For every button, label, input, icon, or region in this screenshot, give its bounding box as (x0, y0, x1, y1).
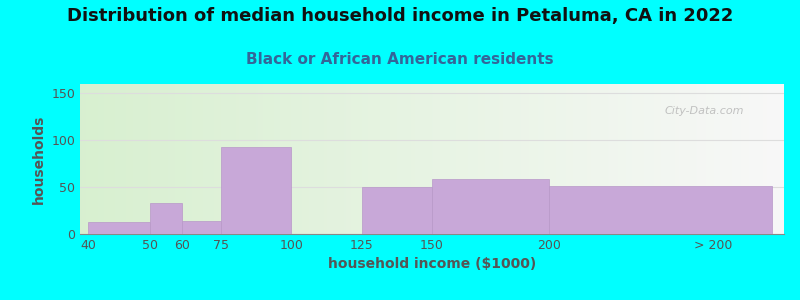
Bar (150, 203, 182, 234)
Bar (88, 222, 150, 234)
Text: Distribution of median household income in Petaluma, CA in 2022: Distribution of median household income … (67, 8, 733, 26)
Bar (432, 179, 550, 234)
Y-axis label: households: households (32, 114, 46, 204)
Bar (182, 221, 221, 234)
Text: City-Data.com: City-Data.com (664, 106, 744, 116)
Text: Black or African American residents: Black or African American residents (246, 52, 554, 68)
X-axis label: household income ($1000): household income ($1000) (328, 257, 536, 272)
Bar (221, 147, 291, 234)
Bar (550, 186, 772, 234)
Bar (362, 187, 432, 234)
